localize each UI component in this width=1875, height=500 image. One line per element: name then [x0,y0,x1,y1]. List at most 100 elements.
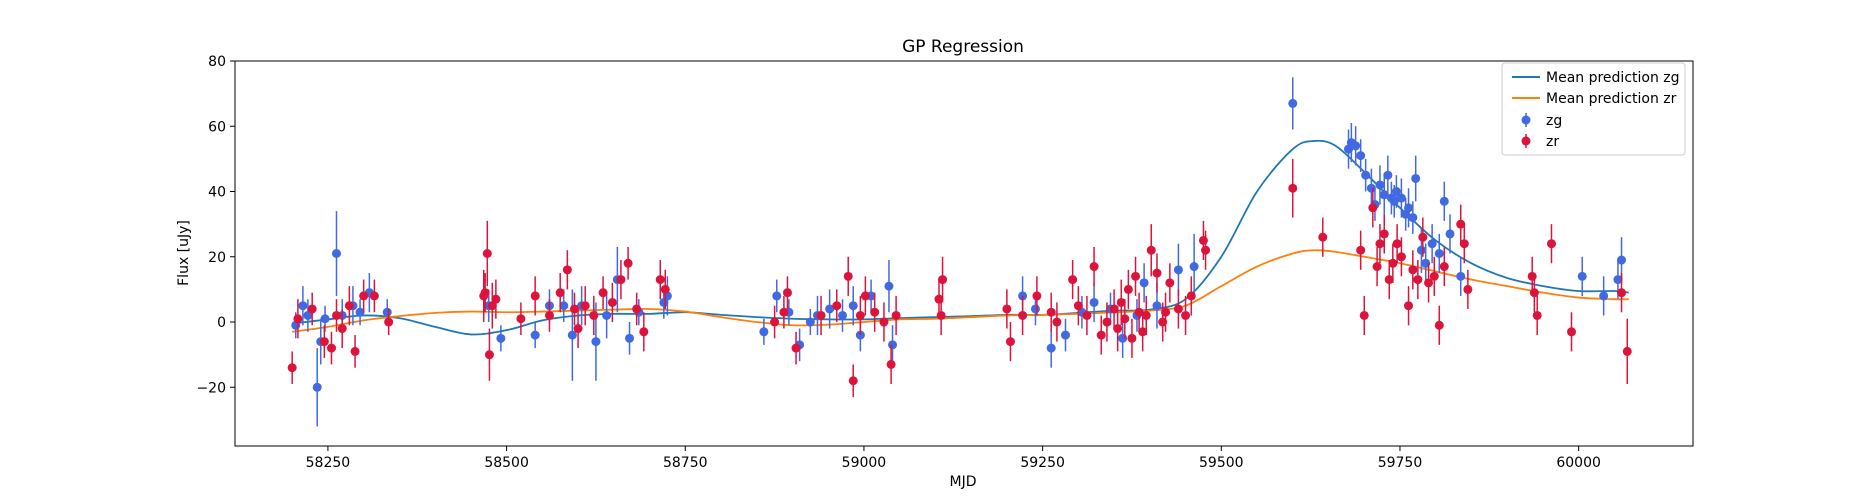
x-tick-label: 59750 [1378,455,1423,471]
zr-data-point [1456,219,1466,229]
zg-data-point [1089,297,1099,307]
zg-data-point [355,307,365,317]
zr-data-point [516,314,526,324]
zr-data-point [589,310,599,320]
y-axis-ticks: −20 0 20 40 60 80 [196,54,235,396]
zr-data-point [860,291,870,301]
zg-data-point [331,249,341,258]
legend-zr-marker [1521,136,1531,146]
zr-data-point [1138,327,1148,337]
zr-data-point [1527,271,1537,281]
zr-data-point [938,275,948,285]
zr-data-point [1109,304,1119,314]
zr-data-point [616,275,626,285]
zr-data-point [1288,183,1298,193]
zg-data-point [496,333,506,343]
zr-data-point [886,359,896,369]
zr-data-point [359,291,369,301]
zg-data-point [1408,213,1418,223]
zr-data-point [1318,232,1328,242]
zr-data-point [1146,245,1156,255]
zr-data-point [891,310,901,320]
x-tick-label: 58250 [306,455,351,471]
zr-data-point [337,324,347,334]
zr-data-point [770,317,780,327]
zg-data-point [382,307,392,317]
zr-data-point [1152,268,1162,278]
zr-data-point [1198,235,1208,245]
zr-data-point [879,317,889,327]
zr-data-point [1102,317,1112,327]
zr-data-point [1567,327,1576,337]
y-tick-label: −20 [196,380,226,396]
zg-data-point [298,301,308,311]
zg-data-point [530,330,540,340]
zr-data-point [1359,310,1369,320]
zg-data-point [1613,275,1623,285]
zr-data-point [1424,278,1434,288]
zr-data-point [1018,310,1028,320]
zr-data-point [1388,258,1398,268]
zr-data-point [287,363,297,373]
zr-data-point [1392,239,1402,249]
zg-data-point [1434,249,1444,258]
chart-title: GP Regression [902,37,1024,57]
x-tick-label: 59250 [1020,455,1065,471]
zr-data-point [1052,317,1062,327]
zr-data-point [1134,307,1144,317]
zg-data-point [1427,239,1437,249]
legend: Mean prediction zg Mean prediction zr zg… [1501,62,1686,156]
zr-data-point [1127,333,1137,343]
zg-data-point [1404,203,1414,213]
zr-data-point [307,304,317,314]
zr-data-point [1368,203,1378,213]
zr-data-point [1032,291,1042,301]
zr-data-point [1622,346,1632,356]
y-tick-label: 20 [208,250,226,266]
zr-data-point [1165,278,1175,288]
data-points-layer [287,77,1632,427]
zg-data-point [848,301,858,311]
zg-data-point [1617,255,1627,265]
zr-data-point [482,249,492,258]
zg-data-point [312,382,322,392]
zg-data-point [1046,343,1056,353]
zg-data-point [1173,265,1183,275]
x-tick-label: 58750 [663,455,708,471]
legend-zg-marker [1521,115,1531,125]
zg-data-point [1577,271,1587,281]
zr-data-point [1116,297,1126,307]
zr-data-point [655,275,665,285]
zr-data-point [660,284,670,294]
zr-data-point [1463,284,1473,294]
zr-data-point [569,304,579,314]
x-tick-label: 59500 [1199,455,1244,471]
zg-data-point [625,333,635,343]
zr-data-point [555,288,565,298]
plot-area [287,77,1632,427]
zr-data-point [1532,310,1542,320]
zg-data-point [1361,170,1371,180]
legend-label-mean-zr: Mean prediction zr [1546,91,1677,107]
zg-data-point [1599,291,1609,301]
zg-data-point [759,327,769,337]
zr-data-point [779,307,789,317]
zr-data-point [1546,239,1556,249]
zr-data-point [1459,239,1469,249]
zr-data-point [293,314,303,324]
zr-data-point [1372,262,1382,272]
y-tick-label: 80 [208,54,226,70]
legend-box [1501,62,1686,156]
axes-frame [234,60,1694,447]
zr-data-point [319,337,329,347]
zr-data-point [1408,265,1418,275]
zg-data-point [1456,271,1466,281]
zg-data-point [567,330,577,340]
zr-data-point [1418,232,1428,242]
zr-data-point [1161,307,1171,317]
zg-data-point [1379,190,1389,200]
legend-label-zr: zr [1546,134,1559,150]
zr-data-point [350,346,360,356]
zr-data-point [484,350,494,360]
zr-data-point [791,343,801,353]
